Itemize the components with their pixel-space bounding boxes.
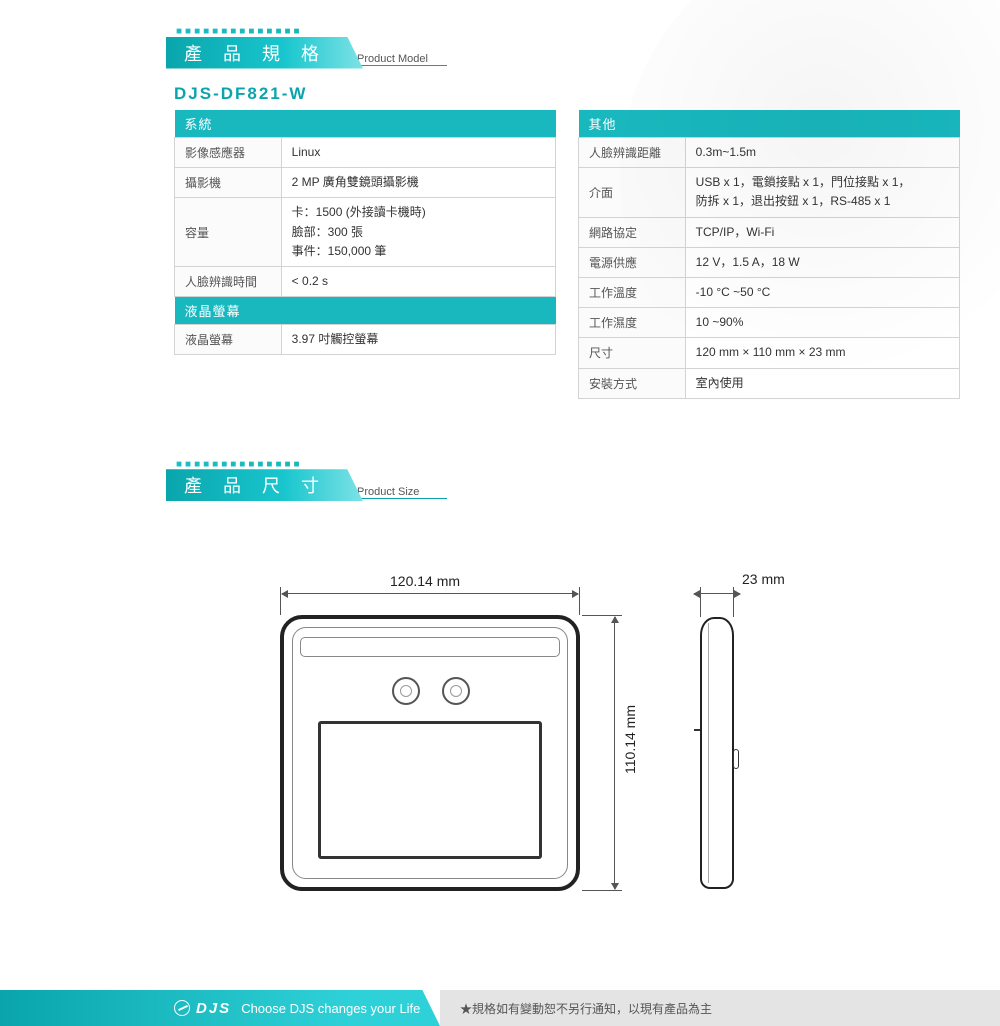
spec-group-header: 其他: [579, 110, 960, 138]
spec-tables: 系統影像感應器Linux攝影機2 MP 廣角雙鏡頭攝影機容量卡：1500 (外接…: [0, 110, 1000, 399]
spec-value: 2 MP 廣角雙鏡頭攝影機: [281, 168, 555, 198]
model-code: DJS-DF821-W: [174, 84, 1000, 104]
spec-key: 液晶螢幕: [175, 325, 282, 355]
table-row: 液晶螢幕3.97 吋觸控螢幕: [175, 325, 556, 355]
section-title-cn: 產 品 規 格: [166, 37, 363, 69]
spec-value: USB x 1，電鎖接點 x 1，門位接點 x 1，防拆 x 1，退出按鈕 x …: [685, 168, 959, 217]
section-title-en: Product Model: [357, 39, 447, 66]
spec-value: 卡：1500 (外接讀卡機時)臉部：300 張事件：150,000 筆: [281, 198, 555, 267]
dim-depth-label: 23 mm: [742, 571, 785, 587]
spec-key: 影像感應器: [175, 138, 282, 168]
table-row: 工作濕度10 ~90%: [579, 308, 960, 338]
spec-value: TCP/IP，Wi-Fi: [685, 217, 959, 247]
front-view: [280, 615, 580, 891]
spec-key: 介面: [579, 168, 686, 217]
section-header-spec: ■■■■■■■■■■■■■■ 產 品 規 格 Product Model: [166, 26, 1000, 68]
spec-group-header: 系統: [175, 110, 556, 138]
banner-dots: ■■■■■■■■■■■■■■: [176, 459, 1000, 470]
table-row: 工作溫度-10 °C ~50 °C: [579, 277, 960, 307]
footer-slogan: Choose DJS changes your Life: [241, 1001, 420, 1016]
dim-line-width: [282, 593, 578, 594]
footer-brand-bar: DJS Choose DJS changes your Life: [0, 990, 440, 1026]
dim-line-depth: [694, 593, 740, 594]
camera-lens-icon: [442, 677, 470, 705]
dim-width-label: 120.14 mm: [390, 573, 460, 589]
spec-key: 工作濕度: [579, 308, 686, 338]
spec-key: 安裝方式: [579, 368, 686, 398]
dimension-drawing: 120.14 mm 23 mm 110.14 mm: [0, 535, 1000, 945]
spec-value: 3.97 吋觸控螢幕: [281, 325, 555, 355]
spec-value: 120 mm × 110 mm × 23 mm: [685, 338, 959, 368]
banner-dots: ■■■■■■■■■■■■■■: [176, 26, 1000, 37]
spec-key: 人臉辨識時間: [175, 266, 282, 296]
table-row: 人臉辨識時間< 0.2 s: [175, 266, 556, 296]
spec-key: 尺寸: [579, 338, 686, 368]
section-header-size: ■■■■■■■■■■■■■■ 產 品 尺 寸 Product Size: [166, 459, 1000, 501]
spec-key: 工作溫度: [579, 277, 686, 307]
dim-height-label: 110.14 mm: [622, 705, 638, 774]
spec-value: 10 ~90%: [685, 308, 959, 338]
table-row: 安裝方式室內使用: [579, 368, 960, 398]
spec-table-right: 其他人臉辨識距離0.3m~1.5m介面USB x 1，電鎖接點 x 1，門位接點…: [578, 110, 960, 399]
side-port-icon: [733, 749, 739, 769]
spec-key: 容量: [175, 198, 282, 267]
spec-value: < 0.2 s: [281, 266, 555, 296]
spec-value: 0.3m~1.5m: [685, 138, 959, 168]
table-row: 網路協定TCP/IP，Wi-Fi: [579, 217, 960, 247]
brand-logo-icon: [174, 1000, 190, 1016]
section-title-en: Product Size: [357, 472, 447, 499]
table-row: 攝影機2 MP 廣角雙鏡頭攝影機: [175, 168, 556, 198]
table-row: 容量卡：1500 (外接讀卡機時)臉部：300 張事件：150,000 筆: [175, 198, 556, 267]
page-footer: DJS Choose DJS changes your Life ★規格如有變動…: [0, 990, 1000, 1026]
table-row: 尺寸120 mm × 110 mm × 23 mm: [579, 338, 960, 368]
spec-key: 電源供應: [579, 247, 686, 277]
spec-key: 攝影機: [175, 168, 282, 198]
spec-value: 室內使用: [685, 368, 959, 398]
table-row: 介面USB x 1，電鎖接點 x 1，門位接點 x 1，防拆 x 1，退出按鈕 …: [579, 168, 960, 217]
footer-brand: DJS: [196, 1000, 231, 1017]
side-view: [700, 617, 734, 889]
footer-note: ★規格如有變動恕不另行通知，以現有產品為主: [440, 990, 1000, 1026]
dim-line-height: [614, 617, 615, 889]
spec-value: 12 V，1.5 A，18 W: [685, 247, 959, 277]
spec-value: Linux: [281, 138, 555, 168]
touchscreen-outline: [318, 721, 542, 859]
camera-lens-icon: [392, 677, 420, 705]
table-row: 影像感應器Linux: [175, 138, 556, 168]
section-title-cn: 產 品 尺 寸: [166, 469, 363, 501]
spec-table-left: 系統影像感應器Linux攝影機2 MP 廣角雙鏡頭攝影機容量卡：1500 (外接…: [174, 110, 556, 355]
spec-key: 網路協定: [579, 217, 686, 247]
spec-key: 人臉辨識距離: [579, 138, 686, 168]
table-row: 人臉辨識距離0.3m~1.5m: [579, 138, 960, 168]
spec-group-header: 液晶螢幕: [175, 297, 556, 325]
spec-value: -10 °C ~50 °C: [685, 277, 959, 307]
table-row: 電源供應12 V，1.5 A，18 W: [579, 247, 960, 277]
